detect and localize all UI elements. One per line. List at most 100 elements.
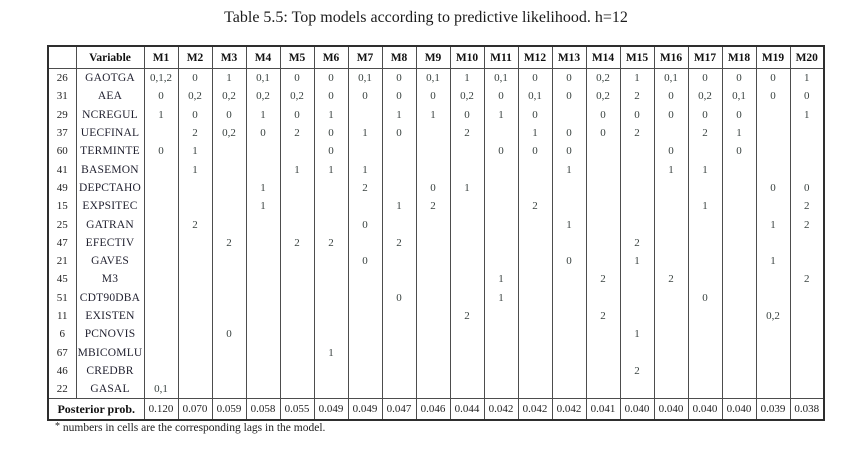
lag-cell <box>483 380 518 399</box>
posterior-value: 0.039 <box>755 398 790 421</box>
lag-cell <box>551 105 586 124</box>
lag-cell: 0 <box>789 87 824 106</box>
lag-cell <box>789 288 824 307</box>
lag-cell: 2 <box>177 215 212 234</box>
variable-name: GAVES <box>75 251 144 271</box>
lag-cell: 0 <box>347 87 382 106</box>
model-header-m19: M19 <box>755 46 790 69</box>
lag-cell <box>347 306 382 326</box>
lag-cell: 0 <box>279 68 314 88</box>
lag-cell <box>687 215 722 234</box>
lag-cell <box>619 306 654 326</box>
lag-cell <box>415 251 450 271</box>
lag-cell: 1 <box>245 105 280 124</box>
lag-cell: 2 <box>313 233 348 252</box>
corner-cell <box>47 46 76 69</box>
posterior-value: 0.040 <box>619 398 654 421</box>
lag-cell: 0 <box>551 87 586 106</box>
model-header-m14: M14 <box>585 46 620 69</box>
lag-cell: 0 <box>551 123 586 143</box>
model-header-m20: M20 <box>789 46 824 69</box>
lag-cell: 2 <box>619 123 654 143</box>
lag-cell <box>415 380 450 399</box>
lag-cell: 0 <box>245 123 280 143</box>
lag-cell: 0 <box>653 105 688 124</box>
lag-cell <box>143 325 178 344</box>
lag-cell <box>347 343 382 362</box>
variable-row: 6 PCNOVIS 0 1 <box>47 325 824 344</box>
posterior-value: 0.040 <box>653 398 688 421</box>
lag-cell <box>585 325 620 344</box>
lag-cell <box>483 123 518 143</box>
lag-cell <box>211 178 246 198</box>
variable-row: 26 GAOTGA 0,1,2 0 1 0,1 0 0 0,1 0 0,1 1 0,1 0 0 0,2 1 0,1… <box>47 68 824 88</box>
lag-cell <box>619 270 654 289</box>
lag-cell: 0,1 <box>517 87 552 106</box>
model-header-m5: M5 <box>279 46 314 69</box>
lag-cell <box>245 270 280 289</box>
variable-row: 51 CDT90DBA 0 1 0 <box>47 288 824 307</box>
variable-name: EXISTEN <box>75 306 144 326</box>
lag-cell: 2 <box>687 123 722 143</box>
lag-cell: 1 <box>143 105 178 124</box>
lag-cell: 0 <box>517 142 552 161</box>
posterior-value: 0.046 <box>415 398 450 421</box>
lag-cell <box>313 178 348 198</box>
lag-cell <box>687 380 722 399</box>
lag-cell <box>381 160 416 179</box>
lag-cell: 0 <box>653 87 688 106</box>
lag-cell: 0,2 <box>279 87 314 106</box>
lag-cell: 1 <box>449 68 484 88</box>
lag-cell: 0 <box>381 87 416 106</box>
posterior-value: 0.120 <box>143 398 178 421</box>
lag-cell <box>143 270 178 289</box>
variable-name: PCNOVIS <box>75 325 144 344</box>
lag-cell <box>653 123 688 143</box>
lag-cell: 1 <box>279 160 314 179</box>
lag-cell <box>483 160 518 179</box>
model-header-m9: M9 <box>415 46 450 69</box>
lag-cell <box>517 380 552 399</box>
lag-cell <box>789 160 824 179</box>
lag-cell <box>313 325 348 344</box>
row-number: 51 <box>47 288 76 307</box>
lag-cell: 1 <box>483 105 518 124</box>
lag-cell: 0 <box>177 105 212 124</box>
lag-cell: 1 <box>381 105 416 124</box>
row-number: 29 <box>47 105 76 124</box>
lag-cell <box>551 380 586 399</box>
lag-cell: 0,1 <box>347 68 382 88</box>
posterior-value: 0.049 <box>347 398 382 421</box>
variable-name: GASAL <box>75 380 144 399</box>
lag-cell <box>381 270 416 289</box>
lag-cell: 0,1,2 <box>143 68 178 88</box>
lag-cell: 2 <box>449 123 484 143</box>
lag-cell <box>313 215 348 234</box>
lag-cell: 1 <box>721 123 756 143</box>
lag-cell <box>211 380 246 399</box>
model-header-m4: M4 <box>245 46 280 69</box>
lag-cell <box>619 343 654 362</box>
lag-cell <box>755 197 790 216</box>
lag-cell <box>245 251 280 271</box>
lag-cell <box>721 270 756 289</box>
lag-cell <box>211 361 246 381</box>
variable-row: 29 NCREGUL 1 0 0 1 0 1 1 1 0 1 0 0 0 0 0 0 1 <box>47 105 824 124</box>
row-number: 11 <box>47 306 76 326</box>
lag-cell: 1 <box>789 105 824 124</box>
lag-cell <box>415 306 450 326</box>
lag-cell: 0,1 <box>245 68 280 88</box>
lag-cell <box>449 343 484 362</box>
lag-cell: 0 <box>381 288 416 307</box>
lag-cell <box>415 160 450 179</box>
lag-cell <box>245 306 280 326</box>
row-number: 25 <box>47 215 76 234</box>
lag-cell <box>687 306 722 326</box>
posterior-value: 0.058 <box>245 398 280 421</box>
model-header-m13: M13 <box>551 46 586 69</box>
lag-cell <box>415 325 450 344</box>
lag-cell <box>721 251 756 271</box>
lag-cell <box>347 142 382 161</box>
lag-cell <box>517 361 552 381</box>
variable-name: CDT90DBA <box>75 288 144 307</box>
